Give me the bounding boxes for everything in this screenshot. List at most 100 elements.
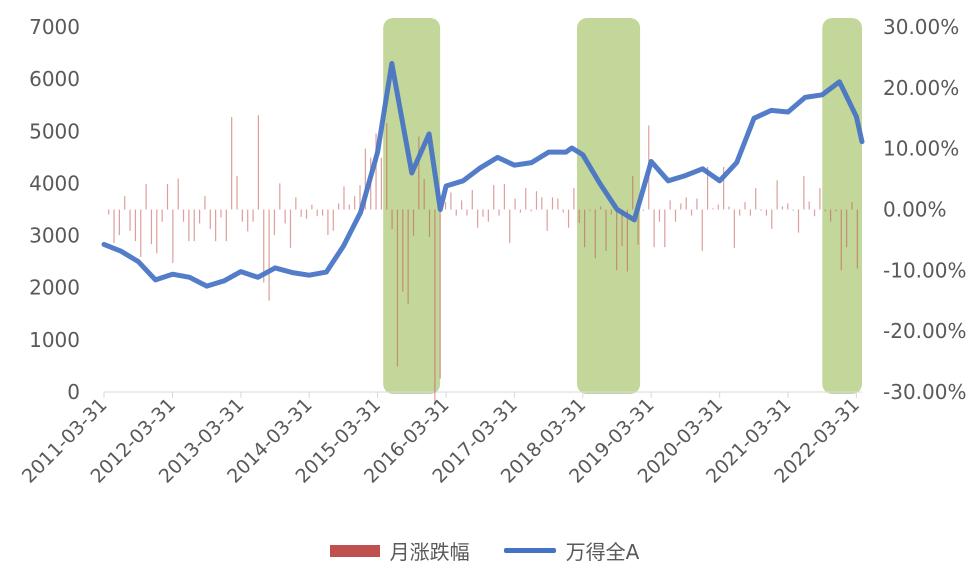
bar-monthly-change	[418, 136, 420, 210]
bar-monthly-change	[156, 209, 158, 254]
bar-monthly-change	[177, 178, 179, 210]
bar-monthly-change	[616, 209, 618, 271]
bar-monthly-change	[781, 206, 784, 210]
bar-monthly-change	[594, 209, 596, 259]
y-right-tick-label: 20.00%	[883, 76, 959, 100]
bar-monthly-change	[771, 209, 773, 229]
bar-monthly-change	[279, 183, 281, 210]
bar-monthly-change	[680, 203, 682, 210]
y-right-tick-label: -10.00%	[883, 258, 966, 282]
bar-monthly-change	[712, 208, 714, 210]
bar-monthly-change	[514, 198, 516, 210]
bar-monthly-change	[846, 209, 848, 248]
chart-canvas: 7000 6000 5000 4000 3000 2000 1000 0 30.00% 20.00…	[18, 15, 967, 488]
bar-monthly-change	[241, 209, 243, 222]
bar-monthly-change	[455, 209, 457, 216]
bar-monthly-change	[166, 183, 169, 210]
bar-monthly-change	[434, 209, 436, 406]
bar-monthly-change	[519, 209, 522, 213]
legend-item-wind-all-a: 万得全A	[503, 536, 640, 565]
bar-monthly-change	[787, 203, 789, 210]
bar-monthly-change	[198, 209, 201, 224]
highlight-period-3	[822, 18, 862, 394]
bar-monthly-change	[749, 209, 751, 216]
bar-monthly-change	[348, 204, 350, 210]
bar-monthly-change	[300, 209, 302, 217]
bar-monthly-change	[797, 209, 800, 233]
bar-monthly-change	[653, 209, 655, 248]
bar-monthly-change	[108, 209, 110, 215]
bar-monthly-change	[129, 209, 131, 231]
bar-monthly-change	[113, 209, 115, 243]
legend-swatch-bar	[329, 544, 380, 557]
bar-monthly-change	[145, 183, 147, 210]
bar-monthly-change	[728, 206, 730, 210]
y-right-tick-label: 10.00%	[883, 137, 959, 161]
bar-monthly-change	[354, 196, 356, 210]
bar-monthly-change	[380, 157, 382, 210]
bar-monthly-change	[364, 148, 366, 210]
line-wind-all-a	[101, 61, 865, 289]
y-left-tick-label: 1000	[29, 328, 80, 352]
bar-monthly-change	[273, 209, 276, 236]
bar-monthly-change	[257, 115, 260, 210]
bar-monthly-change	[696, 198, 698, 210]
bar-monthly-change	[808, 201, 810, 210]
bar-monthly-change	[835, 209, 837, 212]
bar-monthly-change	[402, 209, 404, 292]
bar-monthly-change	[503, 183, 505, 210]
bar-monthly-change	[813, 209, 816, 217]
bar-monthly-change	[739, 209, 741, 216]
y-right-tick-label: 0.00%	[883, 198, 947, 222]
bar-monthly-change	[690, 209, 693, 216]
bar-monthly-change	[295, 197, 297, 210]
bar-monthly-change	[819, 188, 821, 210]
bar-monthly-change	[674, 209, 677, 222]
bar-monthly-change	[263, 209, 265, 283]
bar-monthly-change	[220, 209, 222, 218]
legend-label-monthly-change: 月涨跌幅	[389, 540, 470, 564]
bar-monthly-change	[578, 209, 580, 223]
bar-monthly-change	[225, 209, 227, 242]
bar-monthly-change	[600, 206, 602, 210]
bar-monthly-change	[466, 209, 468, 216]
bar-monthly-change	[188, 209, 190, 242]
bar-monthly-change	[172, 209, 174, 264]
bar-monthly-change	[851, 202, 853, 210]
bar-monthly-change	[706, 166, 709, 210]
bar-monthly-change	[327, 209, 329, 236]
y-left-tick-label: 0	[67, 380, 80, 404]
bar-monthly-change	[487, 209, 489, 222]
bar-monthly-change	[792, 209, 794, 211]
bar-monthly-change	[557, 198, 559, 210]
bar-monthly-change	[231, 117, 233, 210]
bar-monthly-change	[439, 209, 441, 379]
bar-monthly-change	[493, 185, 495, 210]
y-left-tick-label: 5000	[29, 119, 80, 143]
y-right-tick-label: -30.00%	[883, 380, 966, 404]
bar-monthly-change	[359, 185, 361, 210]
bar-monthly-change	[161, 209, 163, 222]
bar-monthly-change	[444, 202, 447, 210]
bar-monthly-change	[551, 197, 554, 210]
bar-monthly-change	[717, 204, 719, 210]
legend-swatch-line	[503, 548, 556, 553]
legend-label-wind-all-a: 万得全A	[565, 540, 640, 564]
bar-monthly-change	[471, 190, 473, 210]
y-left-tick-label: 3000	[29, 224, 80, 248]
y-left-tick-label: 2000	[29, 276, 80, 300]
bar-monthly-change	[803, 176, 805, 210]
bar-monthly-change	[423, 179, 425, 210]
y-left-tick-label: 7000	[29, 15, 80, 39]
bar-monthly-change	[252, 209, 254, 222]
bar-monthly-change	[525, 188, 527, 210]
bar-monthly-change	[428, 209, 431, 237]
bar-monthly-change	[396, 209, 399, 367]
bar-monthly-change	[642, 209, 645, 211]
bar-monthly-change	[386, 123, 388, 210]
bar-monthly-change	[567, 209, 570, 228]
bar-monthly-change	[215, 209, 217, 242]
bar-monthly-change	[316, 209, 318, 217]
legend: 月涨跌幅 万得全A	[0, 536, 969, 565]
